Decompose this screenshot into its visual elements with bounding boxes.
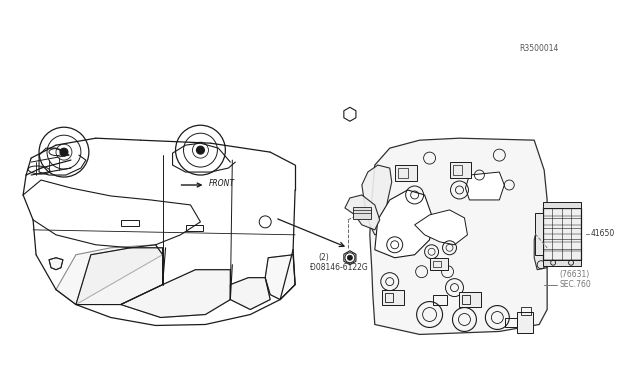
- Bar: [121, 220, 139, 226]
- Polygon shape: [49, 258, 63, 270]
- Polygon shape: [370, 138, 547, 334]
- Polygon shape: [344, 251, 356, 265]
- Circle shape: [196, 146, 204, 154]
- Bar: [543, 260, 581, 266]
- Bar: [460, 292, 481, 307]
- Polygon shape: [344, 107, 356, 121]
- Bar: [449, 162, 472, 178]
- Text: 41650: 41650: [591, 229, 615, 238]
- Polygon shape: [230, 278, 270, 310]
- Bar: [463, 295, 470, 304]
- Bar: [433, 261, 440, 267]
- Text: FRONT: FRONT: [209, 179, 234, 187]
- Text: (2): (2): [318, 253, 329, 262]
- Polygon shape: [56, 245, 163, 305]
- Text: R3500014: R3500014: [519, 44, 559, 53]
- Bar: [517, 311, 533, 333]
- Bar: [521, 307, 531, 314]
- Bar: [433, 295, 447, 305]
- Polygon shape: [415, 210, 467, 245]
- Polygon shape: [76, 248, 163, 305]
- Bar: [353, 207, 371, 219]
- Bar: [543, 208, 581, 260]
- Polygon shape: [121, 270, 230, 318]
- Polygon shape: [345, 195, 380, 230]
- Text: SEC.760: SEC.760: [559, 280, 591, 289]
- Bar: [543, 202, 581, 208]
- Text: Ð08146-6122G: Ð08146-6122G: [310, 263, 368, 272]
- Polygon shape: [265, 255, 295, 299]
- Polygon shape: [375, 190, 431, 258]
- Circle shape: [60, 148, 68, 156]
- Bar: [452, 165, 463, 175]
- Polygon shape: [465, 172, 504, 200]
- Bar: [395, 165, 417, 181]
- Bar: [535, 213, 543, 255]
- Bar: [506, 318, 517, 327]
- Polygon shape: [534, 228, 549, 270]
- Circle shape: [348, 255, 353, 260]
- Bar: [385, 293, 393, 302]
- Bar: [429, 258, 447, 270]
- Bar: [186, 225, 204, 231]
- Polygon shape: [362, 165, 392, 235]
- Text: (76631): (76631): [559, 270, 589, 279]
- Bar: [382, 290, 404, 305]
- Bar: [397, 168, 408, 178]
